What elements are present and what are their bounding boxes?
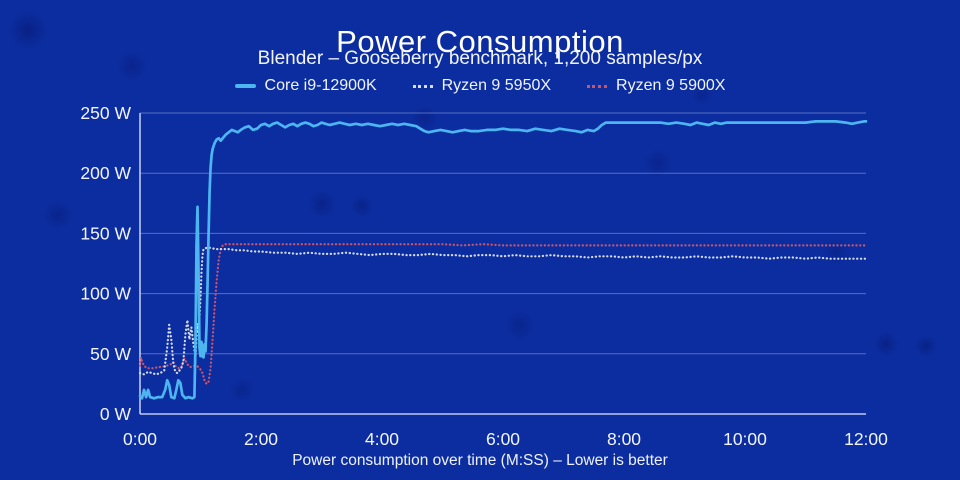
chart-subtitle: Blender – Gooseberry benchmark, 1,200 sa… (257, 48, 703, 69)
chart-title: Power Consumption (336, 23, 624, 59)
series-line-ryzen-9-5900x (138, 243, 868, 385)
x-tick-label: 12:00 (844, 429, 888, 449)
y-tick-label: 150 W (80, 223, 131, 243)
x-tick-label: 0:00 (123, 429, 157, 449)
legend-item-core-i9-12900k: Core i9-12900K (234, 77, 377, 95)
x-tick-label: 4:00 (365, 429, 399, 449)
y-tick-label: 100 W (80, 284, 131, 304)
legend-label-ryzen-9-5900x: Ryzen 9 5900X (616, 77, 726, 94)
legend-label-ryzen-9-5950x: Ryzen 9 5950X (441, 77, 552, 94)
x-tick-label: 8:00 (607, 429, 641, 449)
y-tick-label: 200 W (80, 163, 131, 183)
x-tick-label: 2:00 (244, 429, 278, 449)
x-tick-label: 6:00 (486, 429, 520, 449)
y-tick-label: 50 W (90, 344, 131, 364)
series-line-core-i9-12900k (138, 120, 868, 400)
y-tick-label: 0 W (100, 404, 132, 424)
legend-item-ryzen-9-5900x: Ryzen 9 5900X (587, 77, 725, 95)
x-tick-label: 10:00 (723, 429, 767, 449)
series-line-ryzen-9-5950x (138, 246, 868, 376)
x-axis-title: Power consumption over time (M:SS) – Low… (292, 452, 668, 469)
y-tick-label: 250 W (80, 103, 131, 123)
legend-item-ryzen-9-5950x: Ryzen 9 5950X (412, 77, 552, 95)
dotted-line-swatch-icon (587, 84, 608, 88)
legend-label-core-i9-12900k: Core i9-12900K (264, 77, 377, 94)
solid-line-swatch-icon (234, 84, 256, 88)
legend: Core i9-12900K Ryzen 9 5950X Ryzen 9 590… (0, 77, 960, 95)
dotted-line-swatch-icon (412, 84, 433, 88)
